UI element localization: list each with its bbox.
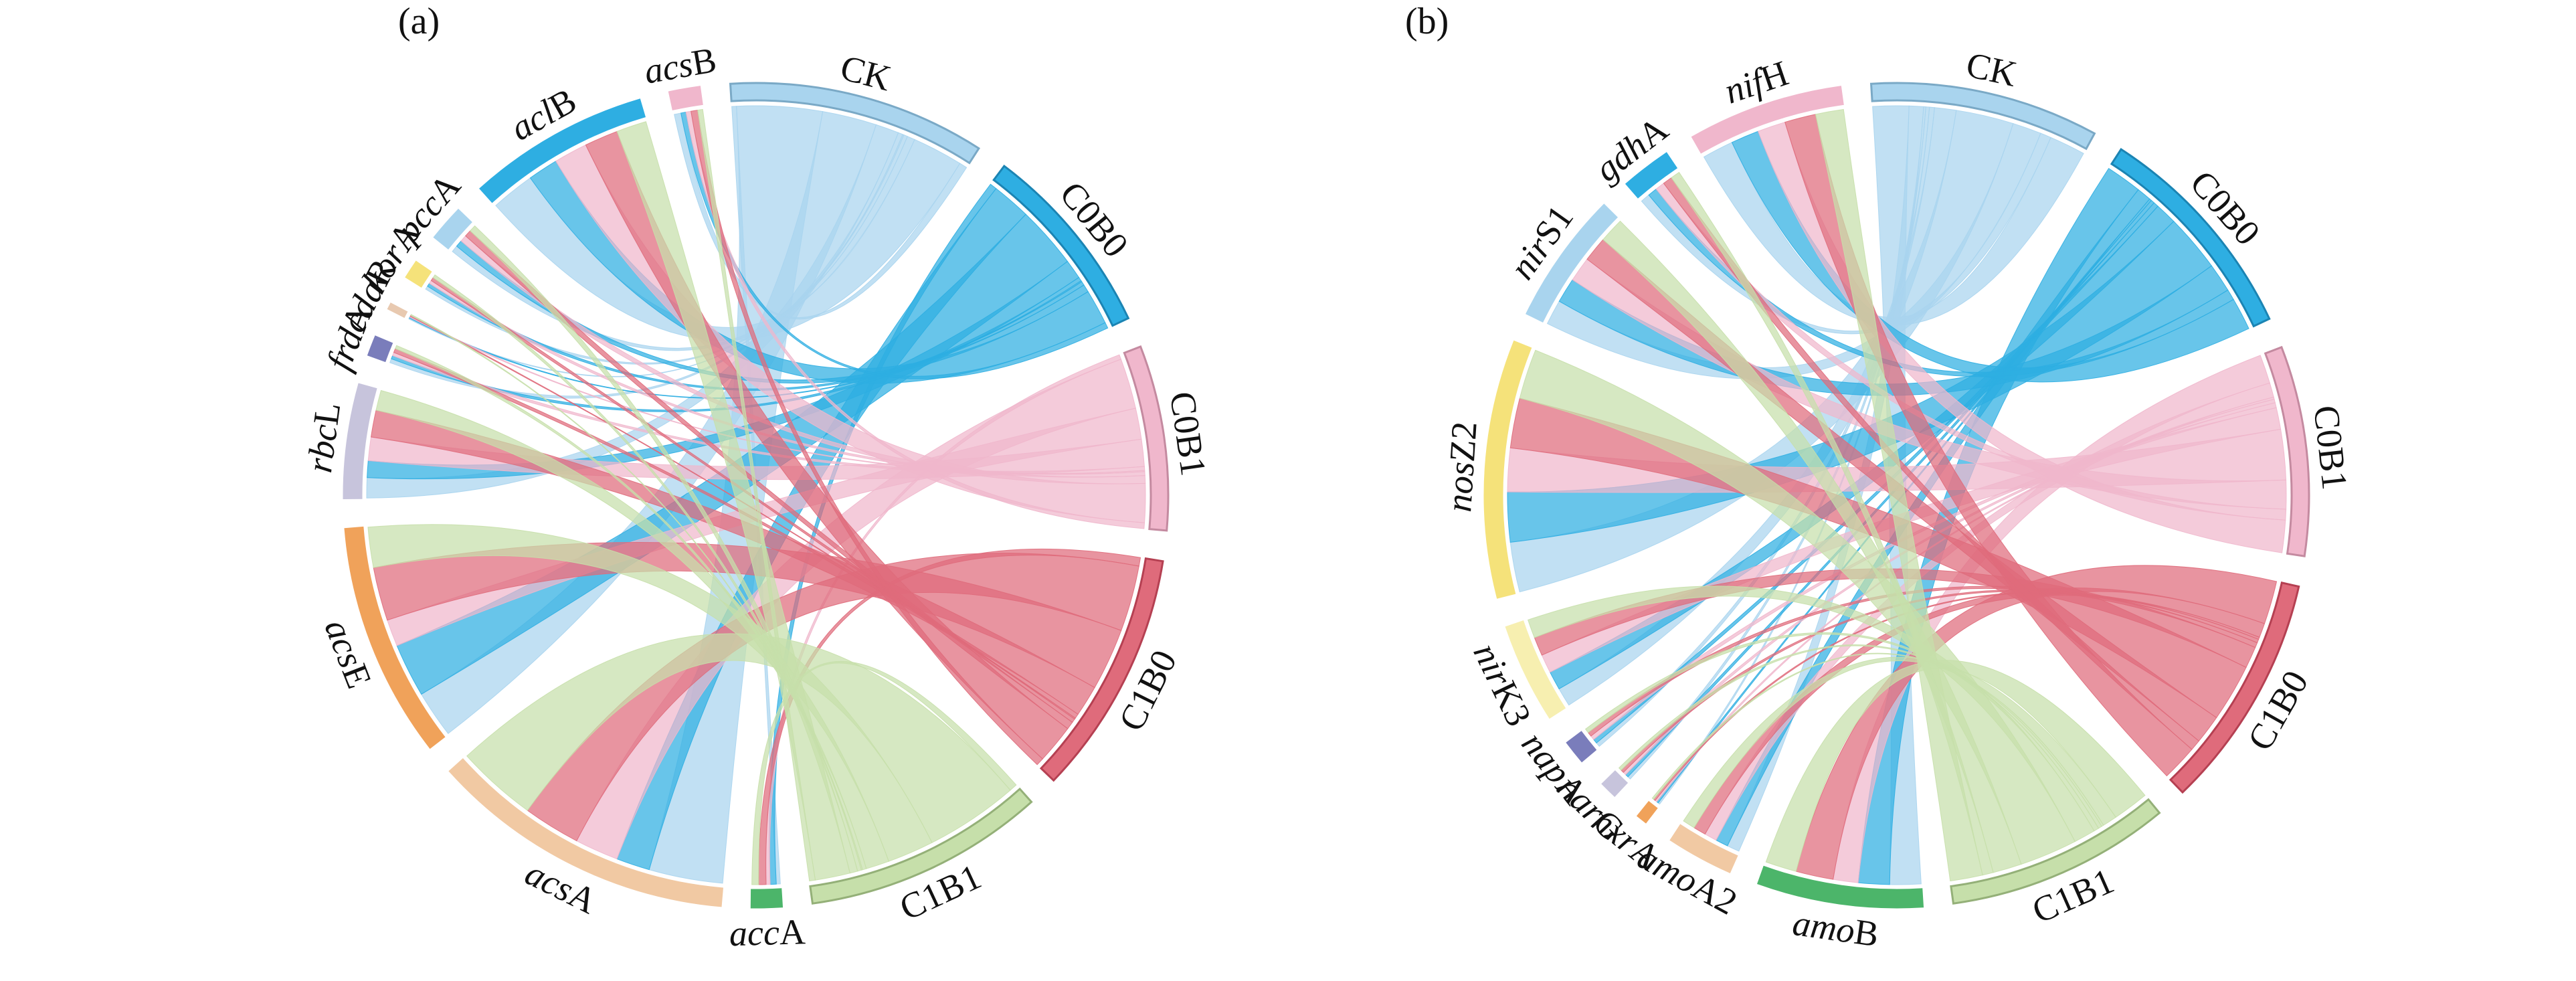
gene-arc-nosz2 [1483,340,1532,599]
ribbon-nifh-c0b1 [1757,121,2286,553]
gene-arc-nxra [1636,800,1658,824]
ribbon-nifh-c0b0 [1731,130,2249,383]
panel-b-chord-diagram: (b)CKC0B0C0B1C1B0C1B1amoBamoA2nxrAnarGna… [1405,1,2355,955]
ribbons [366,105,1146,885]
gene-arc-acsa [448,757,724,907]
treatment-label-ck: CK [1962,44,2020,94]
treatment-label-c0b1: C0B1 [2306,404,2355,492]
treatment-arc-c0b0 [992,165,1130,327]
ribbon-amob-c1b1 [1765,660,2146,872]
ribbon-acsb-c0b0 [680,111,1109,379]
ribbon-gdha-ck [1641,132,2051,335]
gene-label-rbcl: rbcL [299,400,348,475]
treatment-arc-c1b0 [2169,581,2300,794]
gene-arc-rbcl [343,383,377,499]
gene-label-acsb: acsB [641,39,719,92]
treatment-arc-c1b1 [809,787,1033,905]
gene-label-amob: amoB [1790,903,1881,954]
gene-arc-amoa2 [1669,824,1738,873]
gene-label-acca: accA [729,912,806,954]
gene-arc-amob [1757,865,1924,909]
ribbons [1507,105,2287,885]
ribbon-acsb-c1b0 [691,110,1043,766]
gene-arc-nifh [1691,86,1844,154]
gene-arc-kora [405,260,432,288]
treatment-arc-ck [1869,82,2096,151]
panel-label: (a) [398,1,440,42]
gene-arc-nirk3 [1505,620,1566,719]
ribbon-acsb-ck [674,112,968,320]
treatment-arc-c0b0 [2110,148,2271,328]
treatment-arc-c0b1 [1123,345,1170,532]
gene-arc-frda [367,335,393,363]
panel-label: (b) [1405,1,1449,42]
ribbon-nifh-c1b0 [1784,114,2193,777]
treatment-label-c0b0: C0B0 [1052,174,1136,265]
gene-arc-cdar [387,302,408,319]
gene-arc-narg [1601,770,1629,798]
gene-arc-napa [1566,731,1597,763]
gene-label-nosz2: nosZ2 [1439,420,1485,513]
panel-a-chord-diagram: (a)CKC0B0C0B1C1B0C1B1accAacsAacsErbcLfrd… [299,1,1214,954]
treatment-arc-c0b1 [2264,345,2310,557]
ribbon-acsb-c1b1 [697,108,816,882]
treatment-arc-c1b0 [1039,557,1164,782]
gene-arc-nirs1 [1526,203,1618,323]
gene-arc-gdha [1625,152,1678,199]
treatment-label-ck: CK [836,47,895,98]
treatment-arc-c1b1 [1950,798,2161,905]
gene-arc-acsb [668,86,703,110]
treatment-label-c0b0: C0B0 [2183,163,2268,252]
gene-arc-acca [750,888,784,909]
ribbon-acsb-c0b1 [685,110,1145,529]
treatment-label-c0b1: C0B1 [1162,389,1214,478]
treatment-arc-ck [729,82,981,165]
gene-arc-pcca [433,208,472,250]
gene-arc-acse [344,526,446,749]
gene-arc-aclb [479,98,646,203]
ribbon-nifh-c1b1 [1815,108,1983,882]
ribbon-nifh-ck [1703,137,2084,326]
ribbon-aclb-ck [495,139,961,341]
